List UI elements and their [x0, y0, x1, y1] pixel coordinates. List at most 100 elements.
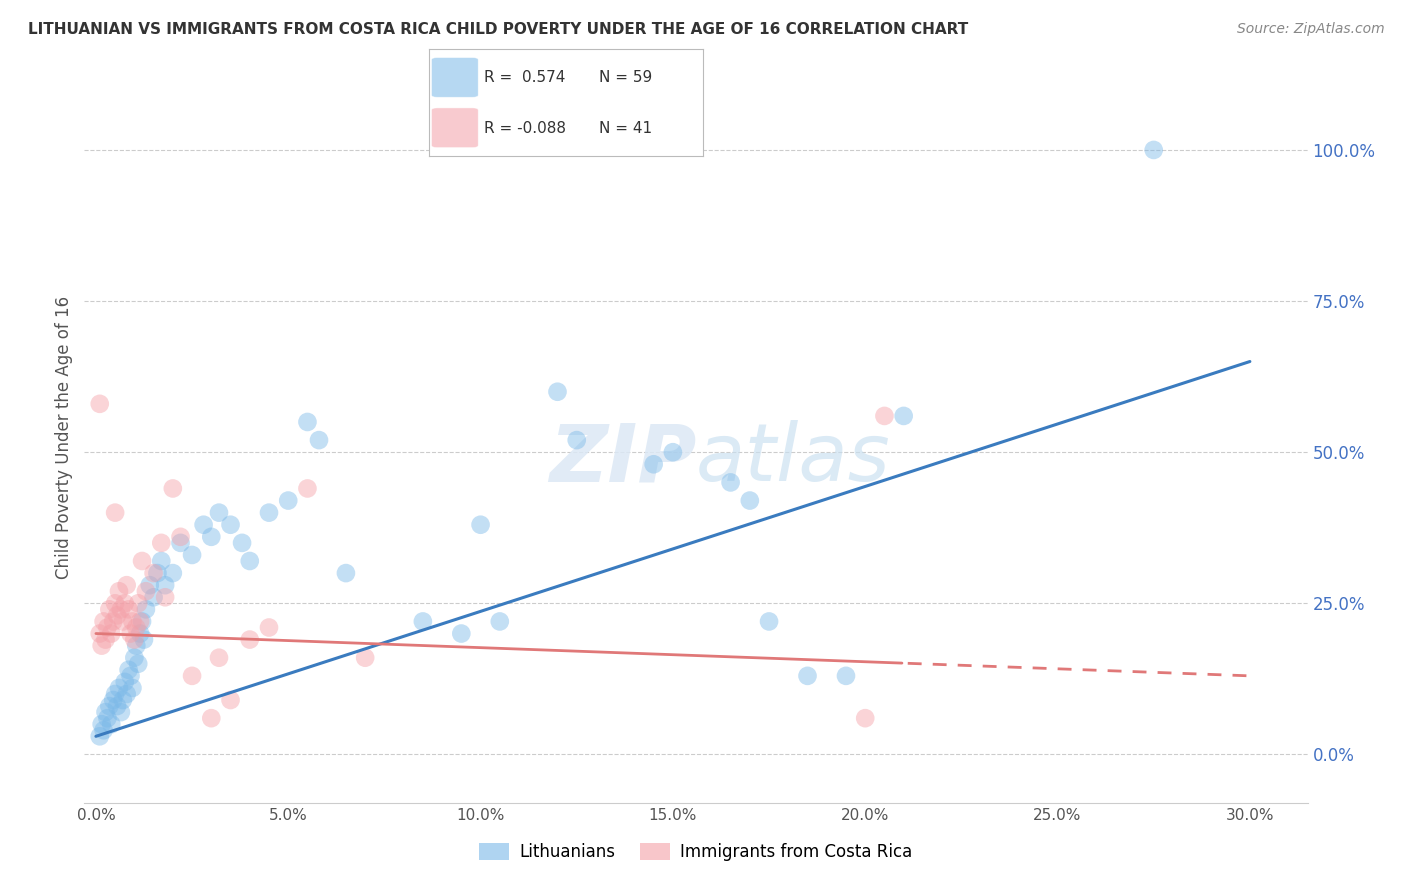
Point — [132, 632, 155, 647]
Point — [89, 626, 111, 640]
Point — [208, 650, 231, 665]
FancyBboxPatch shape — [432, 108, 478, 147]
Point — [162, 566, 184, 580]
Point — [297, 482, 319, 496]
Point — [115, 687, 138, 701]
Point — [738, 493, 761, 508]
Point — [142, 566, 165, 580]
Point — [231, 536, 253, 550]
Point — [150, 536, 173, 550]
Point — [169, 530, 191, 544]
Point — [893, 409, 915, 423]
Point — [450, 626, 472, 640]
Point — [796, 669, 818, 683]
Point — [98, 602, 121, 616]
Legend: Lithuanians, Immigrants from Costa Rica: Lithuanians, Immigrants from Costa Rica — [472, 836, 920, 868]
Point — [110, 602, 132, 616]
Text: N = 59: N = 59 — [599, 70, 652, 86]
Point — [108, 584, 131, 599]
Point — [90, 717, 112, 731]
Point — [93, 723, 115, 738]
Point — [488, 615, 510, 629]
Point — [114, 596, 136, 610]
Text: R =  0.574: R = 0.574 — [484, 70, 565, 86]
Point — [146, 566, 169, 580]
Point — [114, 674, 136, 689]
Point — [125, 639, 148, 653]
Point — [124, 650, 146, 665]
Point — [103, 615, 125, 629]
Point — [853, 711, 876, 725]
Point — [720, 475, 742, 490]
Point — [121, 615, 143, 629]
Point — [297, 415, 319, 429]
Point — [96, 711, 118, 725]
Point — [153, 578, 176, 592]
Point — [94, 705, 117, 719]
Point — [93, 615, 115, 629]
Point — [547, 384, 569, 399]
Point — [200, 711, 222, 725]
Point — [94, 632, 117, 647]
Point — [308, 433, 330, 447]
Point — [127, 596, 149, 610]
Text: N = 41: N = 41 — [599, 120, 652, 136]
Point — [89, 397, 111, 411]
Point — [162, 482, 184, 496]
Point — [105, 699, 128, 714]
Point — [124, 632, 146, 647]
Point — [89, 729, 111, 743]
Point — [121, 681, 143, 695]
Point — [193, 517, 215, 532]
Point — [758, 615, 780, 629]
Point — [565, 433, 588, 447]
Point — [104, 687, 127, 701]
Point — [120, 626, 142, 640]
Point — [135, 602, 157, 616]
Point — [110, 705, 132, 719]
Point — [239, 554, 262, 568]
FancyBboxPatch shape — [432, 58, 478, 97]
Point — [257, 620, 280, 634]
Point — [412, 615, 434, 629]
Y-axis label: Child Poverty Under the Age of 16: Child Poverty Under the Age of 16 — [55, 295, 73, 579]
Point — [257, 506, 280, 520]
Point — [129, 626, 152, 640]
Point — [96, 620, 118, 634]
Point — [181, 548, 204, 562]
Point — [125, 620, 148, 634]
Point — [117, 663, 139, 677]
Point — [142, 591, 165, 605]
Point — [104, 506, 127, 520]
Point — [108, 681, 131, 695]
Text: LITHUANIAN VS IMMIGRANTS FROM COSTA RICA CHILD POVERTY UNDER THE AGE OF 16 CORRE: LITHUANIAN VS IMMIGRANTS FROM COSTA RICA… — [28, 22, 969, 37]
Text: atlas: atlas — [696, 420, 891, 498]
Point — [219, 517, 242, 532]
Point — [835, 669, 858, 683]
Point — [181, 669, 204, 683]
Point — [100, 717, 122, 731]
Point — [98, 699, 121, 714]
Point — [131, 554, 153, 568]
Point — [219, 693, 242, 707]
Point — [643, 457, 665, 471]
Point — [104, 596, 127, 610]
Point — [120, 669, 142, 683]
Point — [111, 615, 134, 629]
Point — [1143, 143, 1166, 157]
Point — [277, 493, 299, 508]
Point — [105, 608, 128, 623]
Point — [200, 530, 222, 544]
Point — [208, 506, 231, 520]
Point — [129, 615, 152, 629]
Point — [470, 517, 492, 532]
Point — [90, 639, 112, 653]
Point — [117, 602, 139, 616]
Point — [150, 554, 173, 568]
Point — [169, 536, 191, 550]
Point — [335, 566, 357, 580]
Text: R = -0.088: R = -0.088 — [484, 120, 565, 136]
Point — [139, 578, 162, 592]
Point — [153, 591, 176, 605]
Point — [873, 409, 896, 423]
